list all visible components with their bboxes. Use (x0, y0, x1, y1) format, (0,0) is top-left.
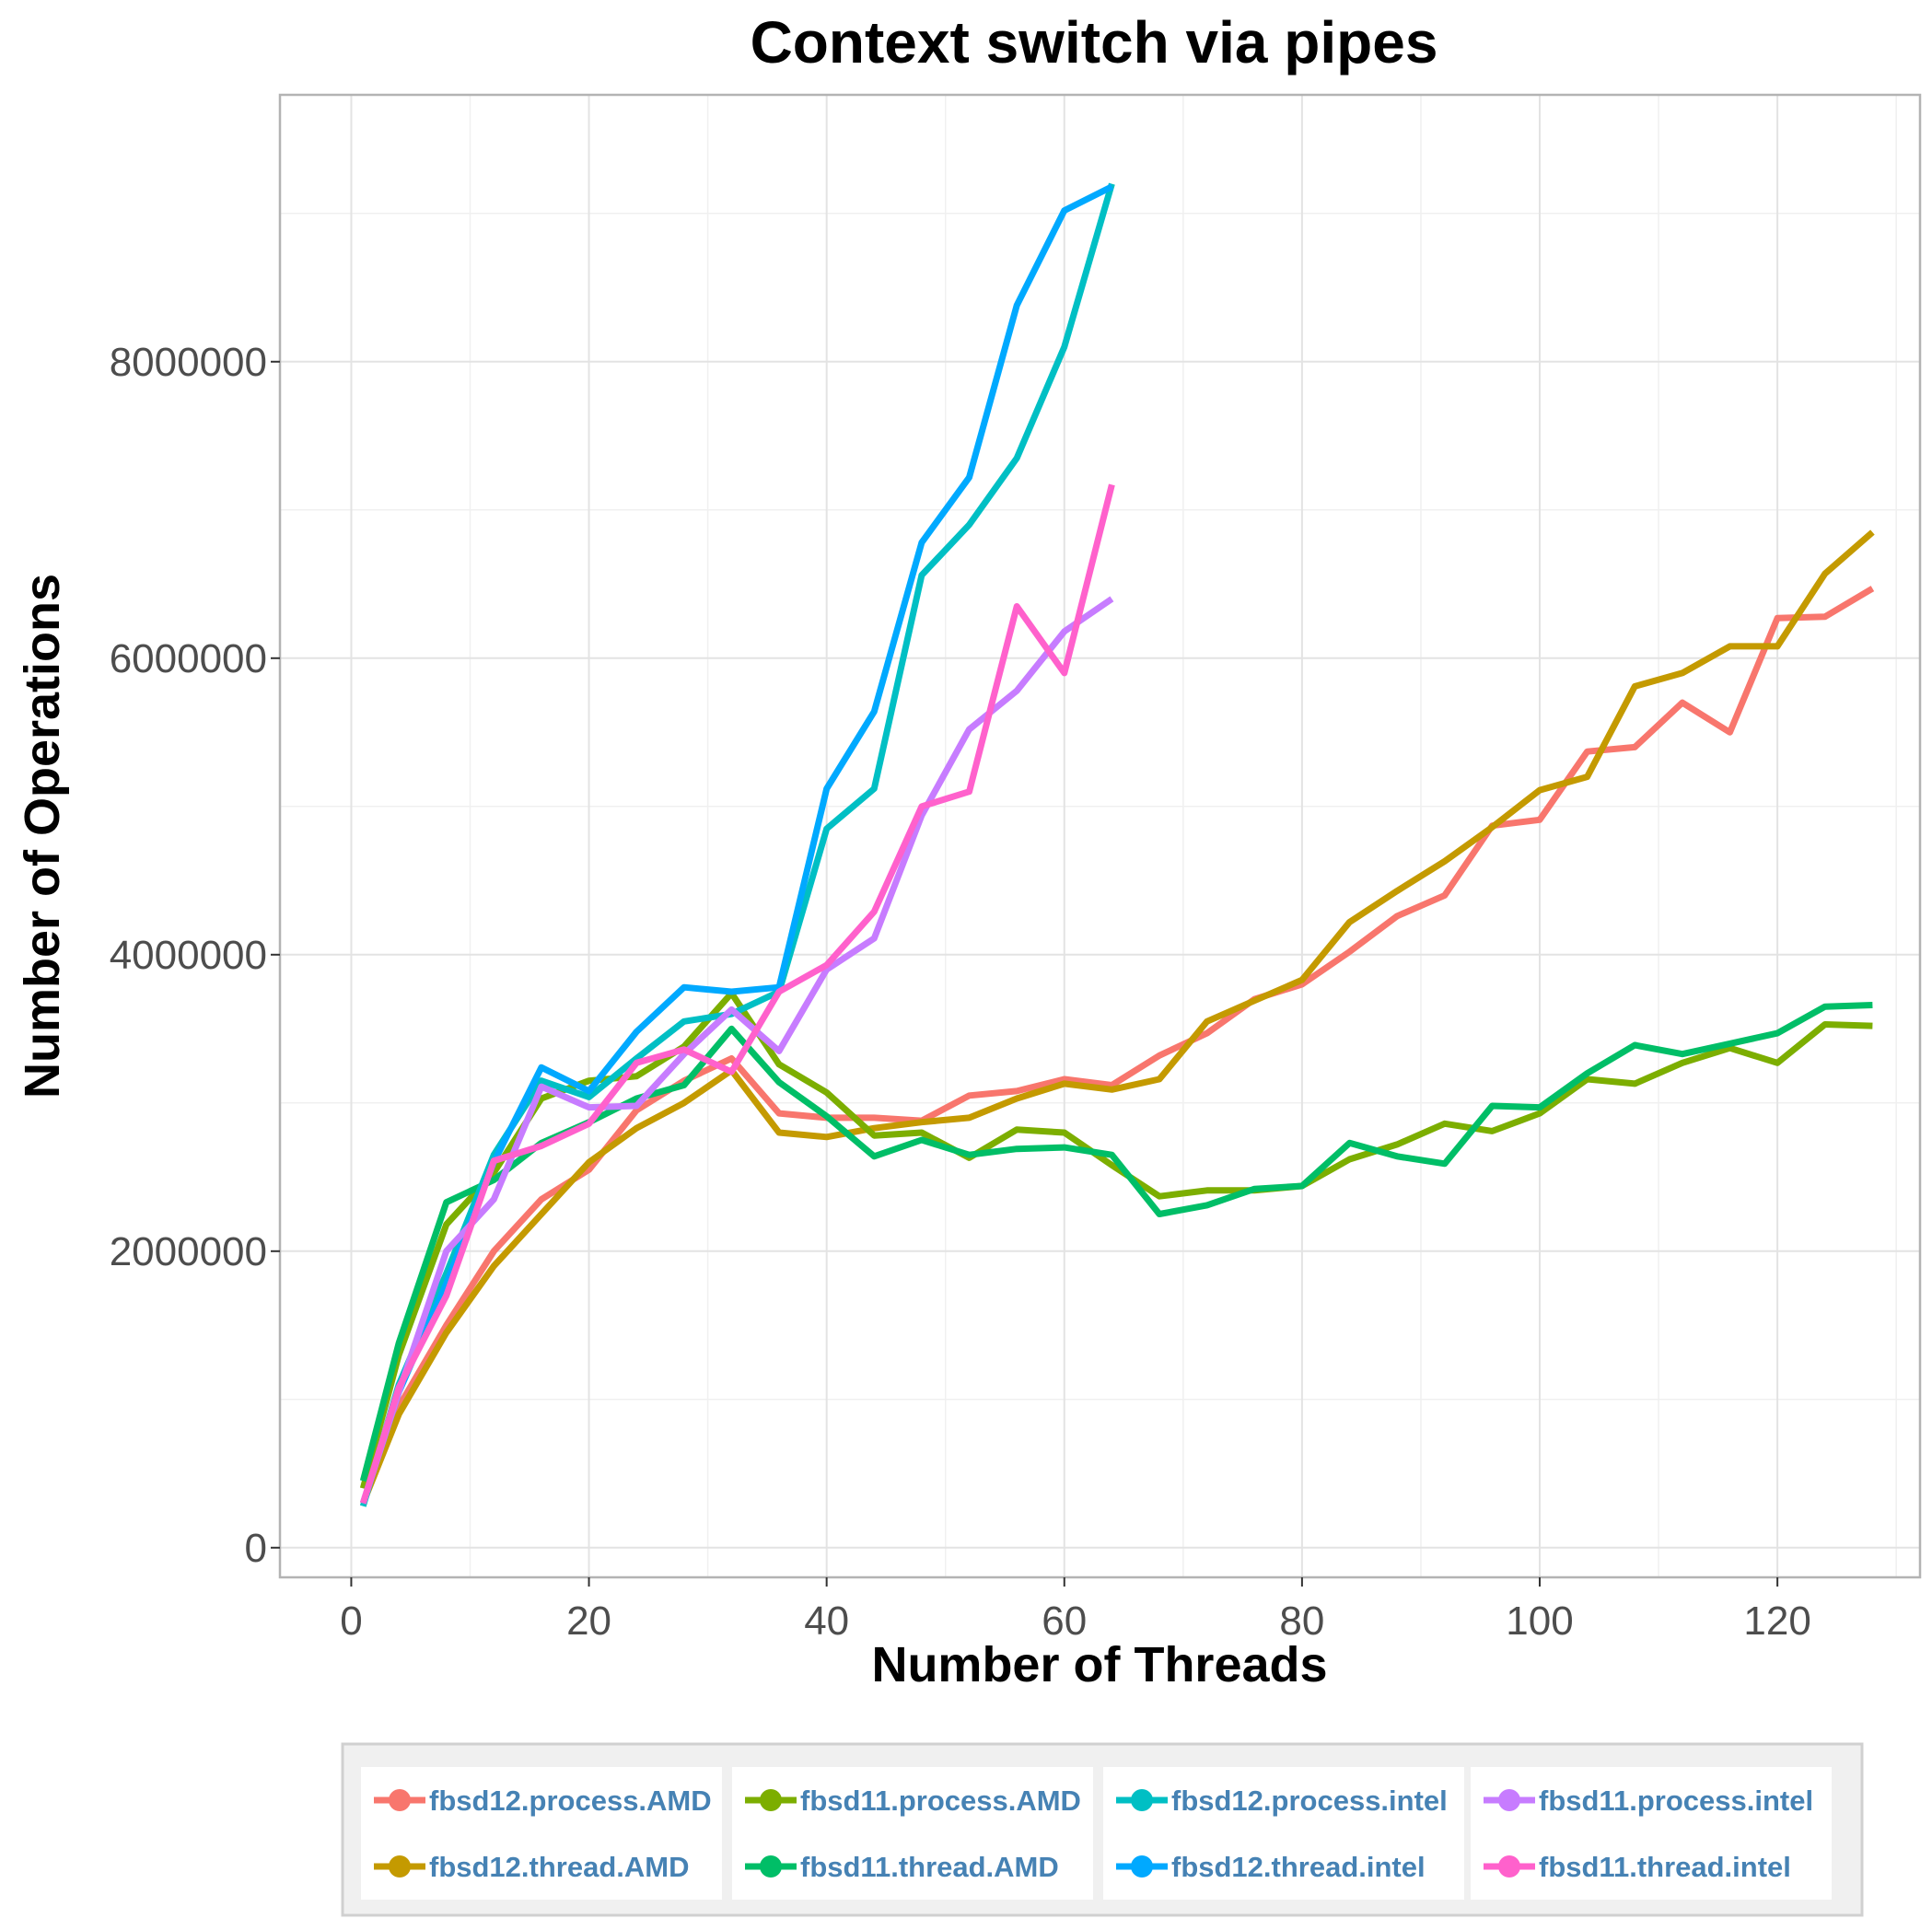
legend: fbsd12.process.AMD fbsd12.thread.AMD fbsd1… (341, 1742, 1864, 1917)
plot-panel (280, 95, 1920, 1577)
legend-key-dot (1131, 1855, 1153, 1878)
x-tick-label: 100 (1506, 1599, 1573, 1644)
legend-label: fbsd11.process.AMD (800, 1785, 1081, 1817)
legend-label: fbsd11.thread.AMD (800, 1851, 1059, 1883)
legend-item: fbsd12.process.AMD (361, 1767, 722, 1833)
plot-border (278, 93, 1922, 1579)
x-tick-label: 40 (804, 1599, 849, 1644)
legend-label: fbsd12.thread.AMD (429, 1851, 689, 1883)
legend-item: fbsd12.thread.AMD (361, 1833, 722, 1900)
legend-label: fbsd11.process.intel (1539, 1785, 1813, 1817)
legend-item: fbsd12.process.intel (1103, 1767, 1464, 1833)
y-axis-title: Number of Operations (15, 574, 70, 1099)
legend-label: fbsd12.thread.intel (1171, 1851, 1426, 1883)
legend-item: fbsd11.thread.AMD (732, 1833, 1093, 1900)
legend-key-dot (760, 1789, 782, 1811)
y-tick-label: 4000000 (110, 933, 267, 978)
legend-key-dot (389, 1855, 411, 1878)
x-tick-label: 0 (340, 1599, 362, 1644)
series-line-fbsd11.process.AMD (359, 990, 1873, 1490)
legend-items: fbsd12.process.AMD fbsd12.thread.AMD fbsd1… (361, 1767, 1832, 1900)
legend-key-dot (760, 1855, 782, 1878)
series-line-fbsd12.thread.AMD (360, 529, 1875, 1505)
legend-label: fbsd11.thread.intel (1539, 1851, 1791, 1883)
y-tick-label: 2000000 (110, 1229, 267, 1274)
x-axis: 0 20 40 60 80 100 120 (340, 1577, 1811, 1644)
legend-item: fbsd11.process.AMD (732, 1767, 1093, 1833)
series-line-fbsd11.process.intel (359, 596, 1114, 1505)
x-axis-title: Number of Threads (871, 1637, 1327, 1692)
y-tick-label: 8000000 (110, 340, 267, 385)
legend-item: fbsd11.thread.intel (1471, 1833, 1832, 1900)
series-lines (359, 182, 1875, 1507)
legend-label: fbsd12.process.AMD (429, 1785, 712, 1817)
grid-major (280, 95, 1920, 1577)
x-tick-label: 60 (1042, 1599, 1087, 1644)
x-tick-label: 20 (566, 1599, 611, 1644)
series-line-fbsd11.thread.intel (359, 483, 1115, 1505)
x-tick-label: 120 (1743, 1599, 1810, 1644)
y-axis: 0 2000000 4000000 6000000 8000000 (110, 340, 280, 1571)
legend-key-dot (1498, 1855, 1520, 1878)
legend-item: fbsd11.process.intel (1471, 1767, 1832, 1833)
y-tick-label: 0 (245, 1526, 267, 1571)
legend-label: fbsd12.process.intel (1171, 1785, 1448, 1817)
legend-item: fbsd12.thread.intel (1103, 1833, 1464, 1900)
grid-minor (280, 95, 1920, 1577)
legend-key-dot (1498, 1789, 1520, 1811)
x-tick-label: 80 (1279, 1599, 1324, 1644)
legend-key-dot (389, 1789, 411, 1811)
legend-key-dot (1131, 1789, 1153, 1811)
chart-title: Context switch via pipes (751, 9, 1438, 76)
y-tick-label: 6000000 (110, 636, 267, 681)
series-line-fbsd11.thread.AMD (359, 1002, 1873, 1482)
